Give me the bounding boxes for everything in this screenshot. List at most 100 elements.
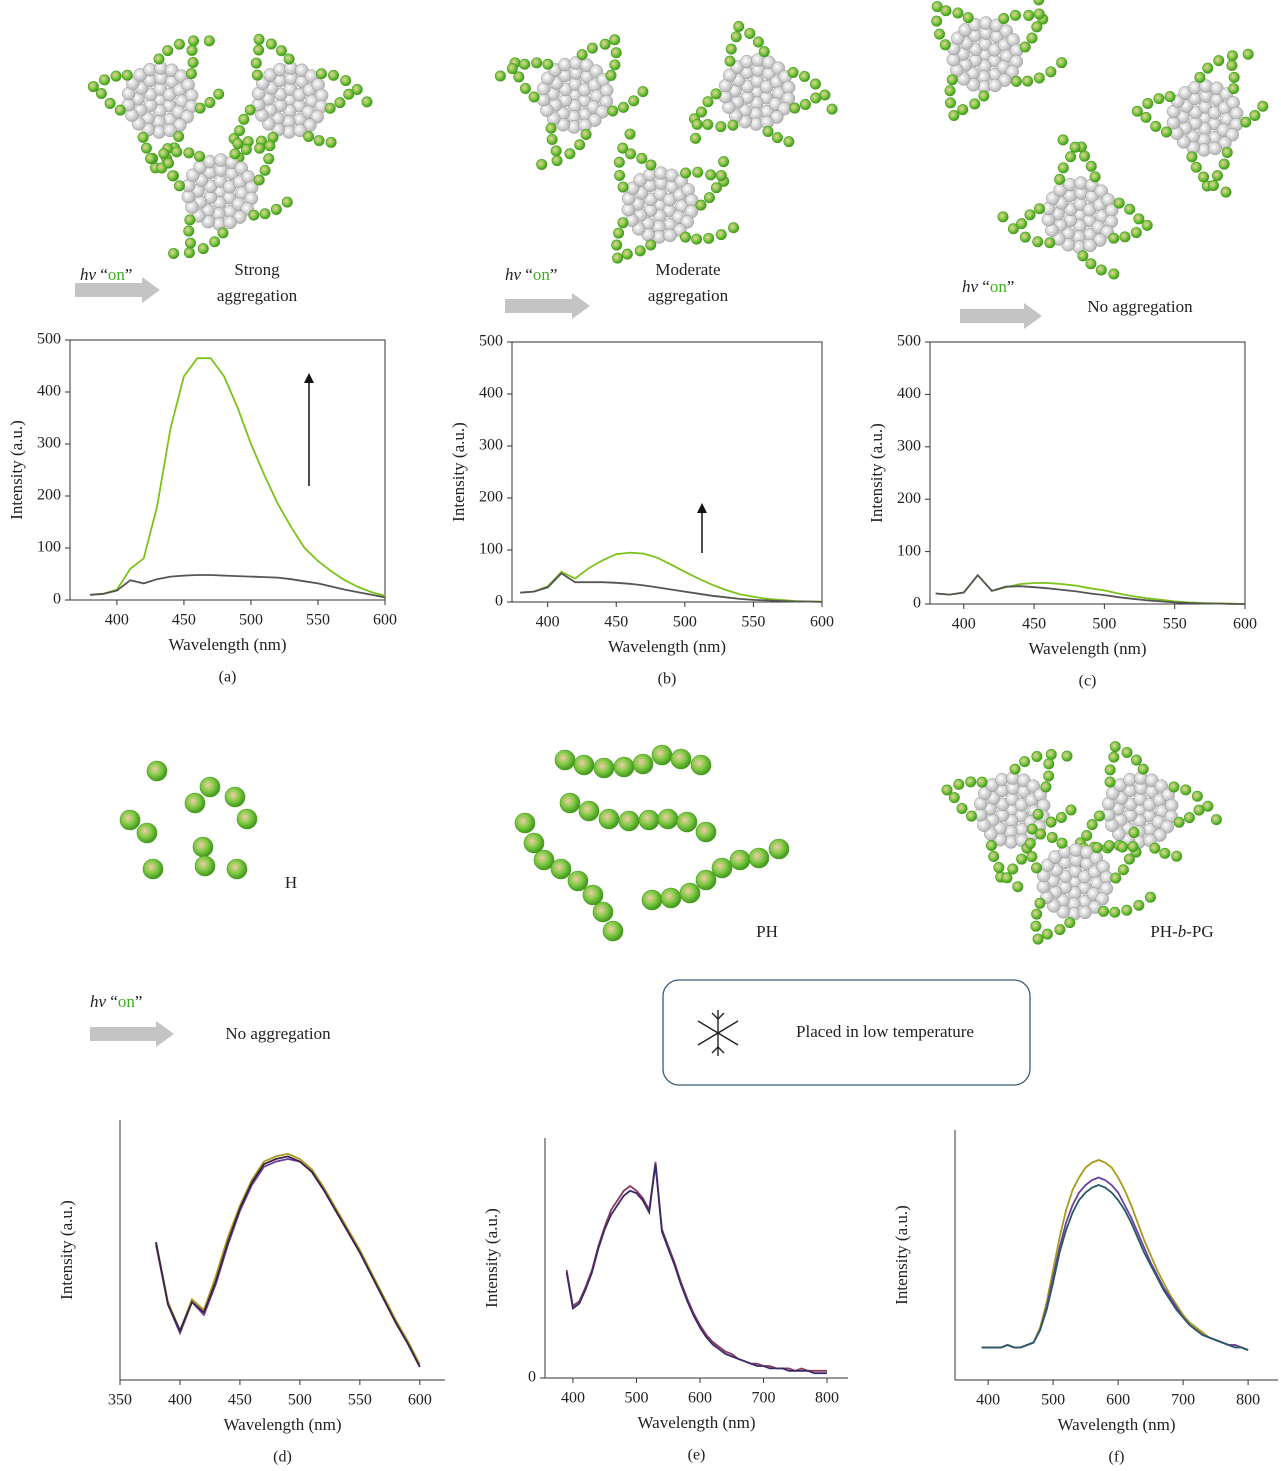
bead bbox=[1090, 172, 1100, 182]
bead bbox=[1044, 759, 1054, 769]
bead bbox=[1192, 791, 1202, 801]
core-bead bbox=[664, 229, 677, 242]
bead bbox=[810, 79, 820, 89]
series-line bbox=[982, 1178, 1249, 1351]
bead bbox=[594, 758, 614, 778]
x-tick-label: 600 bbox=[810, 614, 834, 631]
bead bbox=[1031, 863, 1041, 873]
bead bbox=[1002, 873, 1012, 883]
bead bbox=[587, 43, 597, 53]
bead bbox=[1219, 159, 1229, 169]
trigger: hν “on” bbox=[90, 992, 142, 1011]
bead bbox=[193, 837, 213, 857]
bead bbox=[524, 833, 544, 853]
bead bbox=[1045, 238, 1055, 248]
bead bbox=[622, 249, 632, 259]
scene-caption: No aggregation bbox=[225, 1024, 331, 1043]
bead bbox=[1211, 814, 1221, 824]
bead bbox=[652, 745, 672, 765]
panel-caption: (b) bbox=[658, 671, 677, 688]
bead bbox=[251, 58, 261, 68]
core-bead bbox=[1079, 906, 1092, 919]
bead bbox=[303, 131, 313, 141]
bead bbox=[613, 228, 623, 238]
bead bbox=[716, 170, 726, 180]
bead bbox=[271, 204, 281, 214]
bead bbox=[344, 89, 354, 99]
bead bbox=[194, 151, 204, 161]
bead bbox=[1227, 51, 1237, 61]
bead bbox=[200, 777, 220, 797]
bead bbox=[1008, 864, 1018, 874]
bead bbox=[691, 755, 711, 775]
bead bbox=[1221, 187, 1231, 197]
bead bbox=[712, 858, 732, 878]
x-tick-label: 500 bbox=[288, 1392, 312, 1409]
bead bbox=[326, 137, 336, 147]
bead bbox=[1214, 55, 1224, 65]
bead bbox=[1013, 882, 1023, 892]
bead bbox=[1118, 865, 1128, 875]
x-tick-label: 600 bbox=[1106, 1392, 1130, 1409]
bead bbox=[614, 170, 624, 180]
bead bbox=[122, 70, 132, 80]
bead bbox=[218, 228, 228, 238]
bead bbox=[606, 70, 616, 80]
bead bbox=[827, 104, 837, 114]
trigger: hν “on” bbox=[962, 277, 1014, 296]
bead bbox=[957, 803, 967, 813]
x-tick-label: 600 bbox=[373, 612, 397, 629]
bead bbox=[1043, 771, 1053, 781]
bead bbox=[633, 754, 653, 774]
bead bbox=[1105, 777, 1115, 787]
bead bbox=[1104, 840, 1114, 850]
bead bbox=[593, 902, 613, 922]
bead bbox=[1142, 220, 1152, 230]
x-tick-label: 550 bbox=[306, 612, 330, 629]
bead bbox=[745, 28, 755, 38]
bead bbox=[1027, 851, 1037, 861]
bead bbox=[507, 63, 517, 73]
y-tick-label: 100 bbox=[479, 541, 503, 558]
series-line bbox=[156, 1156, 420, 1367]
y-tick-label: 400 bbox=[479, 385, 503, 402]
bead bbox=[519, 59, 529, 69]
species-label: PH bbox=[756, 922, 778, 941]
bead bbox=[940, 40, 950, 50]
bead bbox=[661, 888, 681, 908]
bead bbox=[728, 223, 738, 233]
panel-caption: (f) bbox=[1109, 1449, 1125, 1466]
trend-arrowhead bbox=[304, 373, 314, 383]
bead bbox=[966, 811, 976, 821]
bead bbox=[639, 810, 659, 830]
scene-caption: No aggregation bbox=[1087, 297, 1193, 316]
x-axis-label: Wavelength (nm) bbox=[223, 1415, 341, 1434]
bead bbox=[184, 226, 194, 236]
bead bbox=[711, 89, 721, 99]
bead bbox=[1160, 848, 1170, 858]
chart: 350400450500550600Wavelength (nm)Intensi… bbox=[57, 1120, 445, 1466]
bead bbox=[579, 801, 599, 821]
bead bbox=[1033, 237, 1043, 247]
bead bbox=[1191, 162, 1201, 172]
x-tick-label: 600 bbox=[688, 1390, 712, 1407]
bead bbox=[611, 240, 621, 250]
bead bbox=[1195, 72, 1205, 82]
bead bbox=[1016, 218, 1026, 228]
bead bbox=[788, 67, 798, 77]
bead bbox=[187, 45, 197, 55]
y-tick-label: 500 bbox=[37, 331, 61, 348]
bead bbox=[1181, 785, 1191, 795]
bead bbox=[198, 243, 208, 253]
x-tick-label: 500 bbox=[673, 614, 697, 631]
bead bbox=[1065, 152, 1075, 162]
bead bbox=[1082, 830, 1092, 840]
y-tick-label: 300 bbox=[897, 437, 921, 454]
bead bbox=[1020, 232, 1030, 242]
bead bbox=[529, 92, 539, 102]
bead bbox=[800, 99, 810, 109]
bead bbox=[185, 238, 195, 248]
bead bbox=[731, 32, 741, 42]
bead bbox=[603, 921, 623, 941]
